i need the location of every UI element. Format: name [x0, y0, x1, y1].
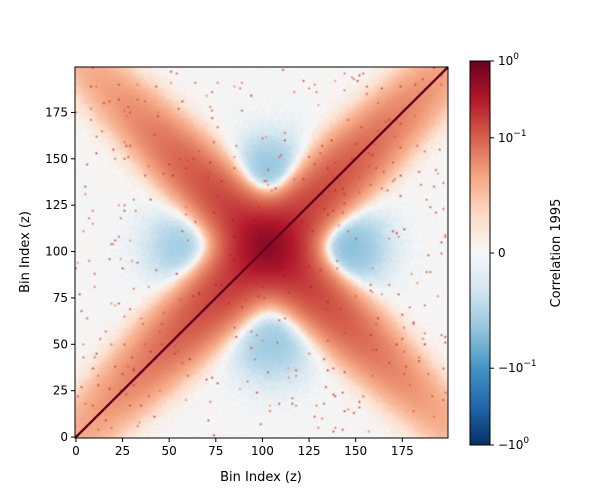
- heatmap-plot: [74, 66, 449, 439]
- y-tick-label: 75: [53, 291, 68, 305]
- colorbar-tick-label: 0: [498, 246, 506, 260]
- y-tick-label: 100: [45, 245, 68, 259]
- x-tick-label: 25: [115, 444, 130, 458]
- x-tick-label: 75: [208, 444, 223, 458]
- x-axis: 0 25 50 75 100 125 150 175: [72, 438, 414, 458]
- y-tick-label: 50: [53, 337, 68, 351]
- colorbar-tick-label: 10−1: [498, 129, 527, 145]
- y-axis: 0 25 50 75 100 125 150 175: [45, 105, 75, 444]
- x-tick-label: 100: [251, 444, 274, 458]
- x-tick-label: 175: [391, 444, 414, 458]
- y-tick-label: 0: [60, 430, 68, 444]
- colorbar-tick-label: −10−1: [498, 359, 537, 375]
- x-tick-label: 150: [344, 444, 367, 458]
- y-tick-label: 150: [45, 152, 68, 166]
- diagonal-layer: [74, 66, 449, 439]
- colorbar: 100 10−1 0 −10−1 −100 Correlation 1995: [469, 52, 564, 452]
- x-tick-label: 50: [162, 444, 177, 458]
- plot-frame: [74, 66, 449, 439]
- colorbar-tick-label: 100: [498, 52, 519, 68]
- x-tick-label: 125: [298, 444, 321, 458]
- x-tick-label: 0: [72, 444, 80, 458]
- colorbar-gradient: [470, 61, 490, 445]
- diagonal-line: [74, 66, 449, 439]
- x-axis-label: Bin Index (z): [220, 470, 302, 485]
- y-tick-label: 25: [53, 384, 68, 398]
- colorbar-ticks: 100 10−1 0 −10−1 −100: [490, 52, 537, 452]
- y-tick-label: 125: [45, 198, 68, 212]
- y-tick-label: 175: [45, 105, 68, 119]
- colorbar-tick-label: −100: [498, 436, 529, 452]
- colorbar-label: Correlation 1995: [549, 199, 564, 308]
- y-axis-label: Bin Index (z): [18, 211, 33, 293]
